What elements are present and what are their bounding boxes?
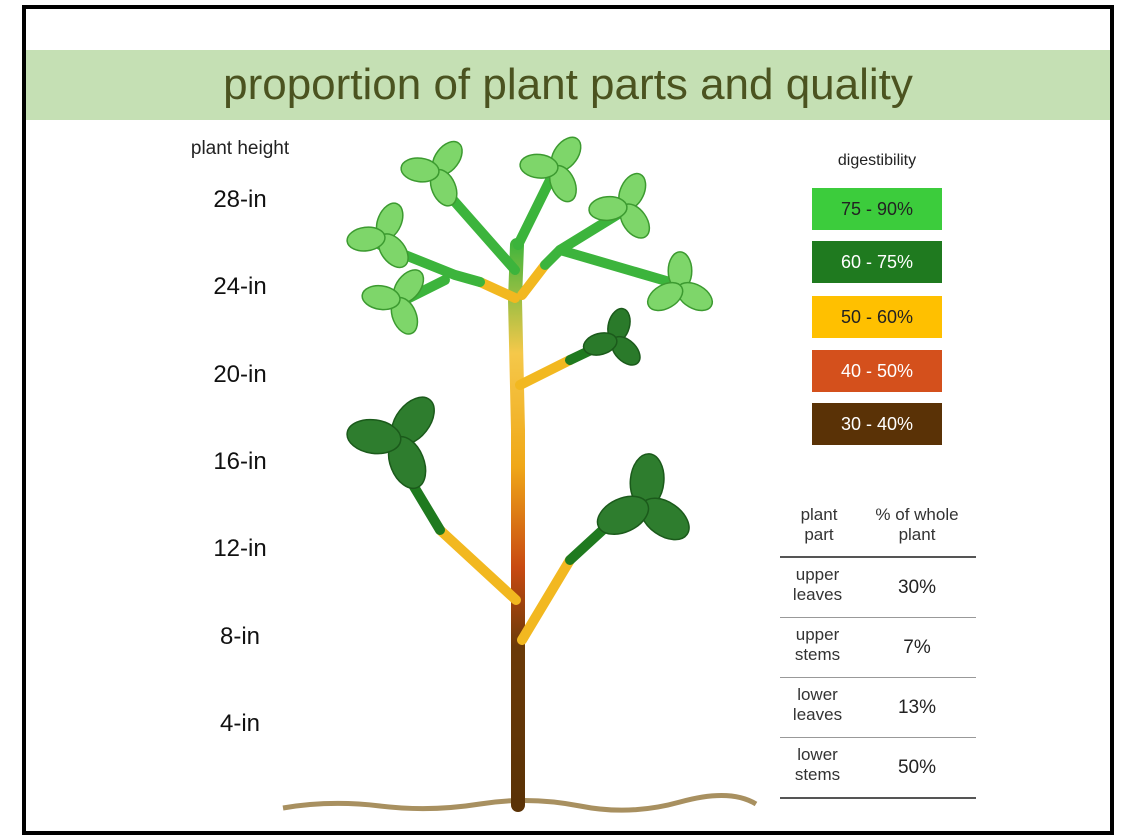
height-tick-label: 28-in bbox=[190, 186, 290, 214]
page: proportion of plant parts and quality pl… bbox=[0, 0, 1121, 825]
table-rule bbox=[780, 797, 976, 799]
table-rule bbox=[780, 677, 976, 678]
table-rule bbox=[780, 737, 976, 738]
row-value: 7% bbox=[858, 638, 976, 658]
row-label: upper leaves bbox=[785, 565, 850, 605]
table-header: plant part bbox=[785, 505, 853, 545]
height-tick-label: 16-in bbox=[190, 448, 290, 476]
legend-item: 50 - 60% bbox=[812, 296, 942, 338]
legend-item: 75 - 90% bbox=[812, 188, 942, 230]
height-tick-label: 24-in bbox=[190, 273, 290, 301]
height-tick-label: 20-in bbox=[190, 361, 290, 389]
legend-item: 30 - 40% bbox=[812, 403, 942, 445]
table-header: % of whole plant bbox=[868, 505, 966, 545]
height-label: plant height bbox=[170, 138, 310, 160]
row-label: lower stems bbox=[785, 745, 850, 785]
row-label: upper stems bbox=[785, 625, 850, 665]
legend-item: 40 - 50% bbox=[812, 350, 942, 392]
legend-title: digestibility bbox=[812, 152, 942, 170]
row-value: 30% bbox=[858, 578, 976, 598]
legend-item: 60 - 75% bbox=[812, 241, 942, 283]
height-tick-label: 4-in bbox=[190, 710, 290, 738]
row-value: 50% bbox=[858, 758, 976, 778]
table-rule bbox=[780, 556, 976, 558]
row-value: 13% bbox=[858, 698, 976, 718]
height-tick-label: 12-in bbox=[190, 535, 290, 563]
table-rule bbox=[780, 617, 976, 618]
row-label: lower leaves bbox=[785, 685, 850, 725]
height-tick-label: 8-in bbox=[190, 623, 290, 651]
